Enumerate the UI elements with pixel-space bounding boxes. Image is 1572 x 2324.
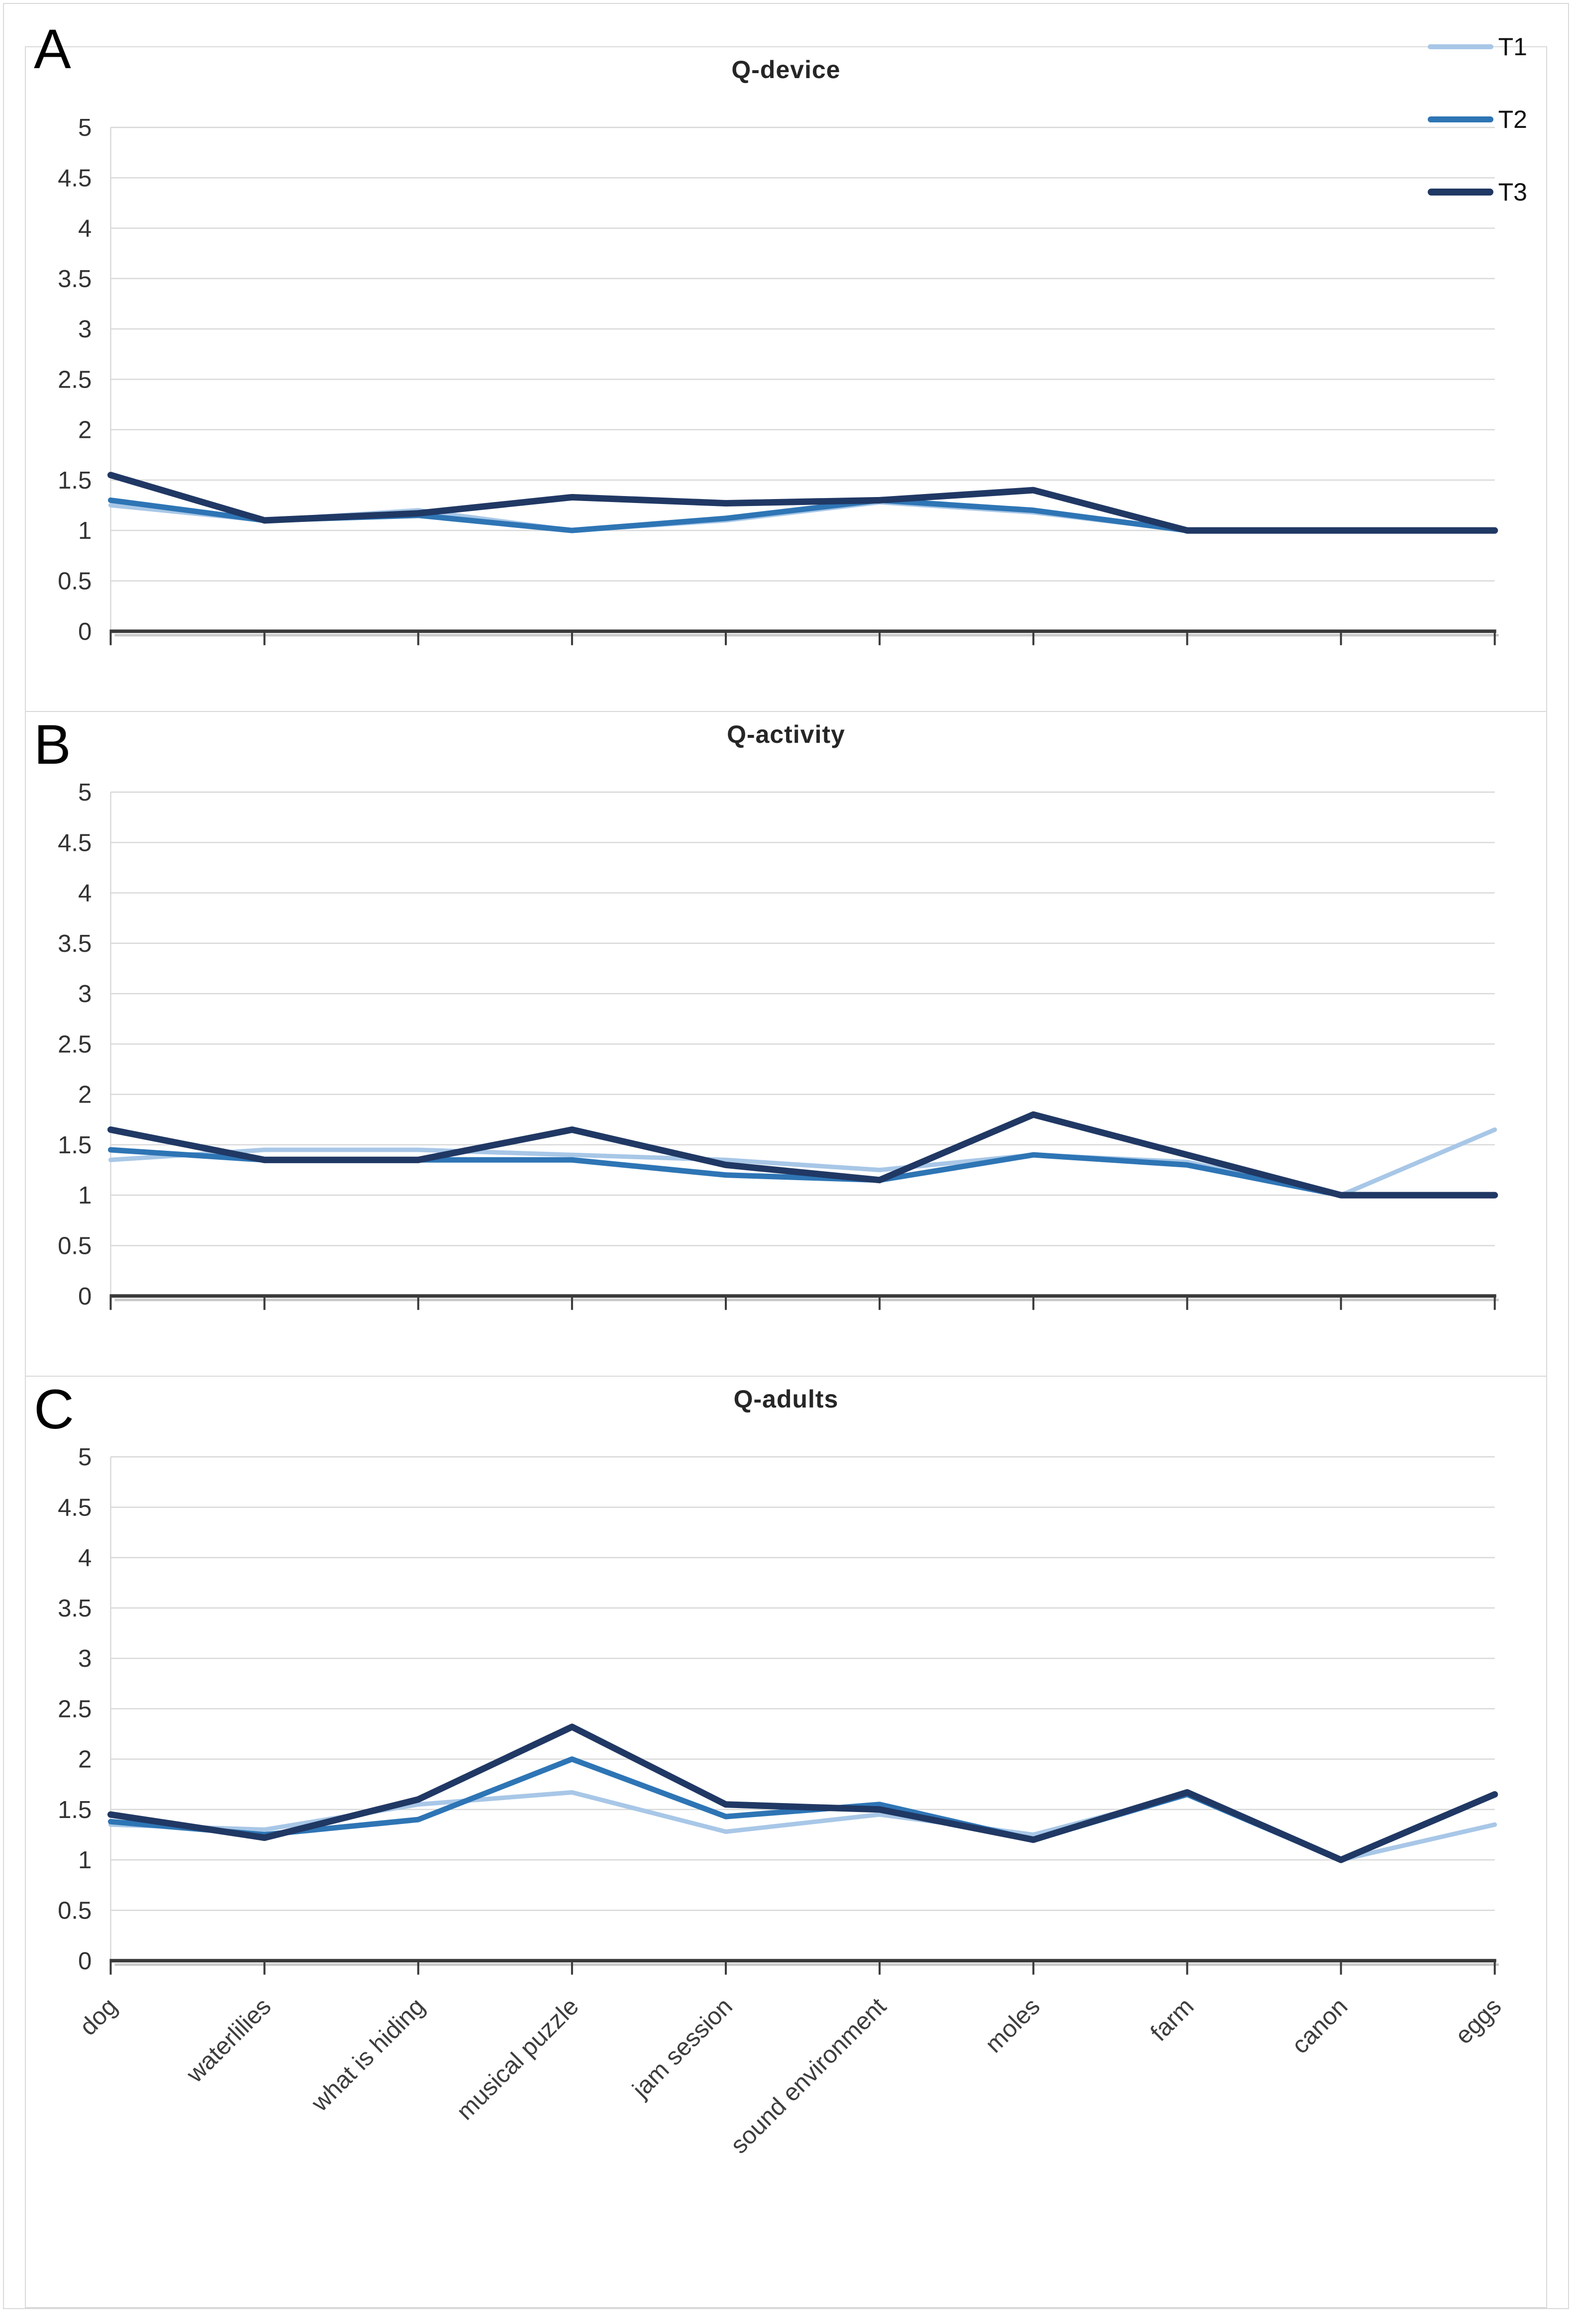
svg-text:2: 2 [78,417,92,444]
svg-text:0: 0 [78,618,92,645]
svg-text:3.5: 3.5 [58,266,92,293]
svg-text:eggs: eggs [1450,1993,1506,2049]
chart-title-q-adults: Q-adults [733,1385,839,1413]
panel-letter-c: C [34,1378,74,1440]
svg-text:0: 0 [78,1948,92,1975]
legend-label-t1: T1 [1498,33,1527,61]
svg-text:1: 1 [78,1847,92,1874]
svg-text:3: 3 [78,981,92,1008]
line-chart-q-adults: 0 0.5 1 1.5 2 2.5 3 3.5 4 4.5 5 dog waterlilies what … [58,1444,1506,2159]
svg-text:5: 5 [78,115,92,141]
legend-line-swatch-t2 [1427,116,1493,122]
panel-q-adults: C Q-adults 0 0.5 1 1.5 2 2.5 3 3.5 4 4.5 5 dog water… [25,1376,1547,2309]
svg-text:musical puzzle: musical puzzle [452,1993,584,2125]
panel-letter-a: A [34,18,71,80]
svg-text:2: 2 [78,1746,92,1773]
svg-text:dog: dog [75,1993,122,2041]
svg-text:4.5: 4.5 [58,165,92,192]
line-chart-q-device: 0 0.5 1 1.5 2 2.5 3 3.5 4 4.5 5 [58,115,1499,645]
legend-item-t1: T1 [1427,32,1527,61]
svg-text:3.5: 3.5 [58,1595,92,1622]
legend-label-t3: T3 [1498,178,1527,206]
svg-text:5: 5 [78,1444,92,1471]
svg-text:1.5: 1.5 [58,1132,92,1159]
svg-text:3.5: 3.5 [58,930,92,957]
panel-q-device: A Q-device T1 T2 T3 0 0.5 1 1.5 2 2.5 3 3.5 4 4.5… [25,21,1547,712]
svg-text:canon: canon [1287,1993,1353,2059]
legend-line-swatch-t3 [1427,189,1493,196]
legend-item-t2: T2 [1427,105,1527,134]
legend-label-t2: T2 [1498,105,1527,133]
svg-text:sound environment: sound environment [725,1993,891,2159]
svg-text:2.5: 2.5 [58,366,92,393]
svg-text:4: 4 [78,880,92,907]
line-chart-q-activity: 0 0.5 1 1.5 2 2.5 3 3.5 4 4.5 5 [58,780,1499,1310]
legend-item-t3: T3 [1427,178,1527,206]
svg-text:farm: farm [1146,1993,1199,2047]
svg-text:4.5: 4.5 [58,829,92,856]
svg-text:moles: moles [980,1993,1045,2058]
svg-text:3: 3 [78,316,92,343]
svg-text:4.5: 4.5 [58,1494,92,1521]
svg-text:1.5: 1.5 [58,467,92,494]
svg-text:4: 4 [78,1545,92,1572]
svg-text:3: 3 [78,1645,92,1672]
svg-text:1: 1 [78,1182,92,1209]
title-row-b: Q-activity [26,712,1546,780]
svg-text:1.5: 1.5 [58,1797,92,1823]
panel-letter-b: B [34,713,71,776]
svg-text:2.5: 2.5 [58,1696,92,1722]
title-row-c: Q-adults [26,1377,1546,1444]
svg-text:jam session: jam session [627,1993,738,2104]
title-row-a: Q-device T1 T2 T3 [26,33,1546,206]
svg-text:what is hiding: what is hiding [306,1993,430,2117]
panel-q-activity: B Q-activity 0 0.5 1 1.5 2 2.5 3 3.5 4 4.5 5 [25,711,1547,1377]
svg-text:2: 2 [78,1082,92,1109]
svg-text:0.5: 0.5 [58,1897,92,1924]
svg-text:waterlilies: waterlilies [181,1993,276,2088]
chart-title-q-device: Q-device [731,56,841,84]
svg-text:0.5: 0.5 [58,1232,92,1259]
legend: T1 T2 T3 [1427,32,1527,206]
legend-line-swatch-t1 [1427,44,1493,49]
svg-text:4: 4 [78,215,92,242]
svg-text:2.5: 2.5 [58,1031,92,1058]
chart-title-q-activity: Q-activity [727,720,845,748]
svg-text:0.5: 0.5 [58,568,92,595]
figure-page: A Q-device T1 T2 T3 0 0.5 1 1.5 2 2.5 3 3.5 4 4.5… [3,3,1569,2310]
svg-text:0: 0 [78,1283,92,1310]
svg-text:5: 5 [78,780,92,806]
svg-text:1: 1 [78,517,92,544]
